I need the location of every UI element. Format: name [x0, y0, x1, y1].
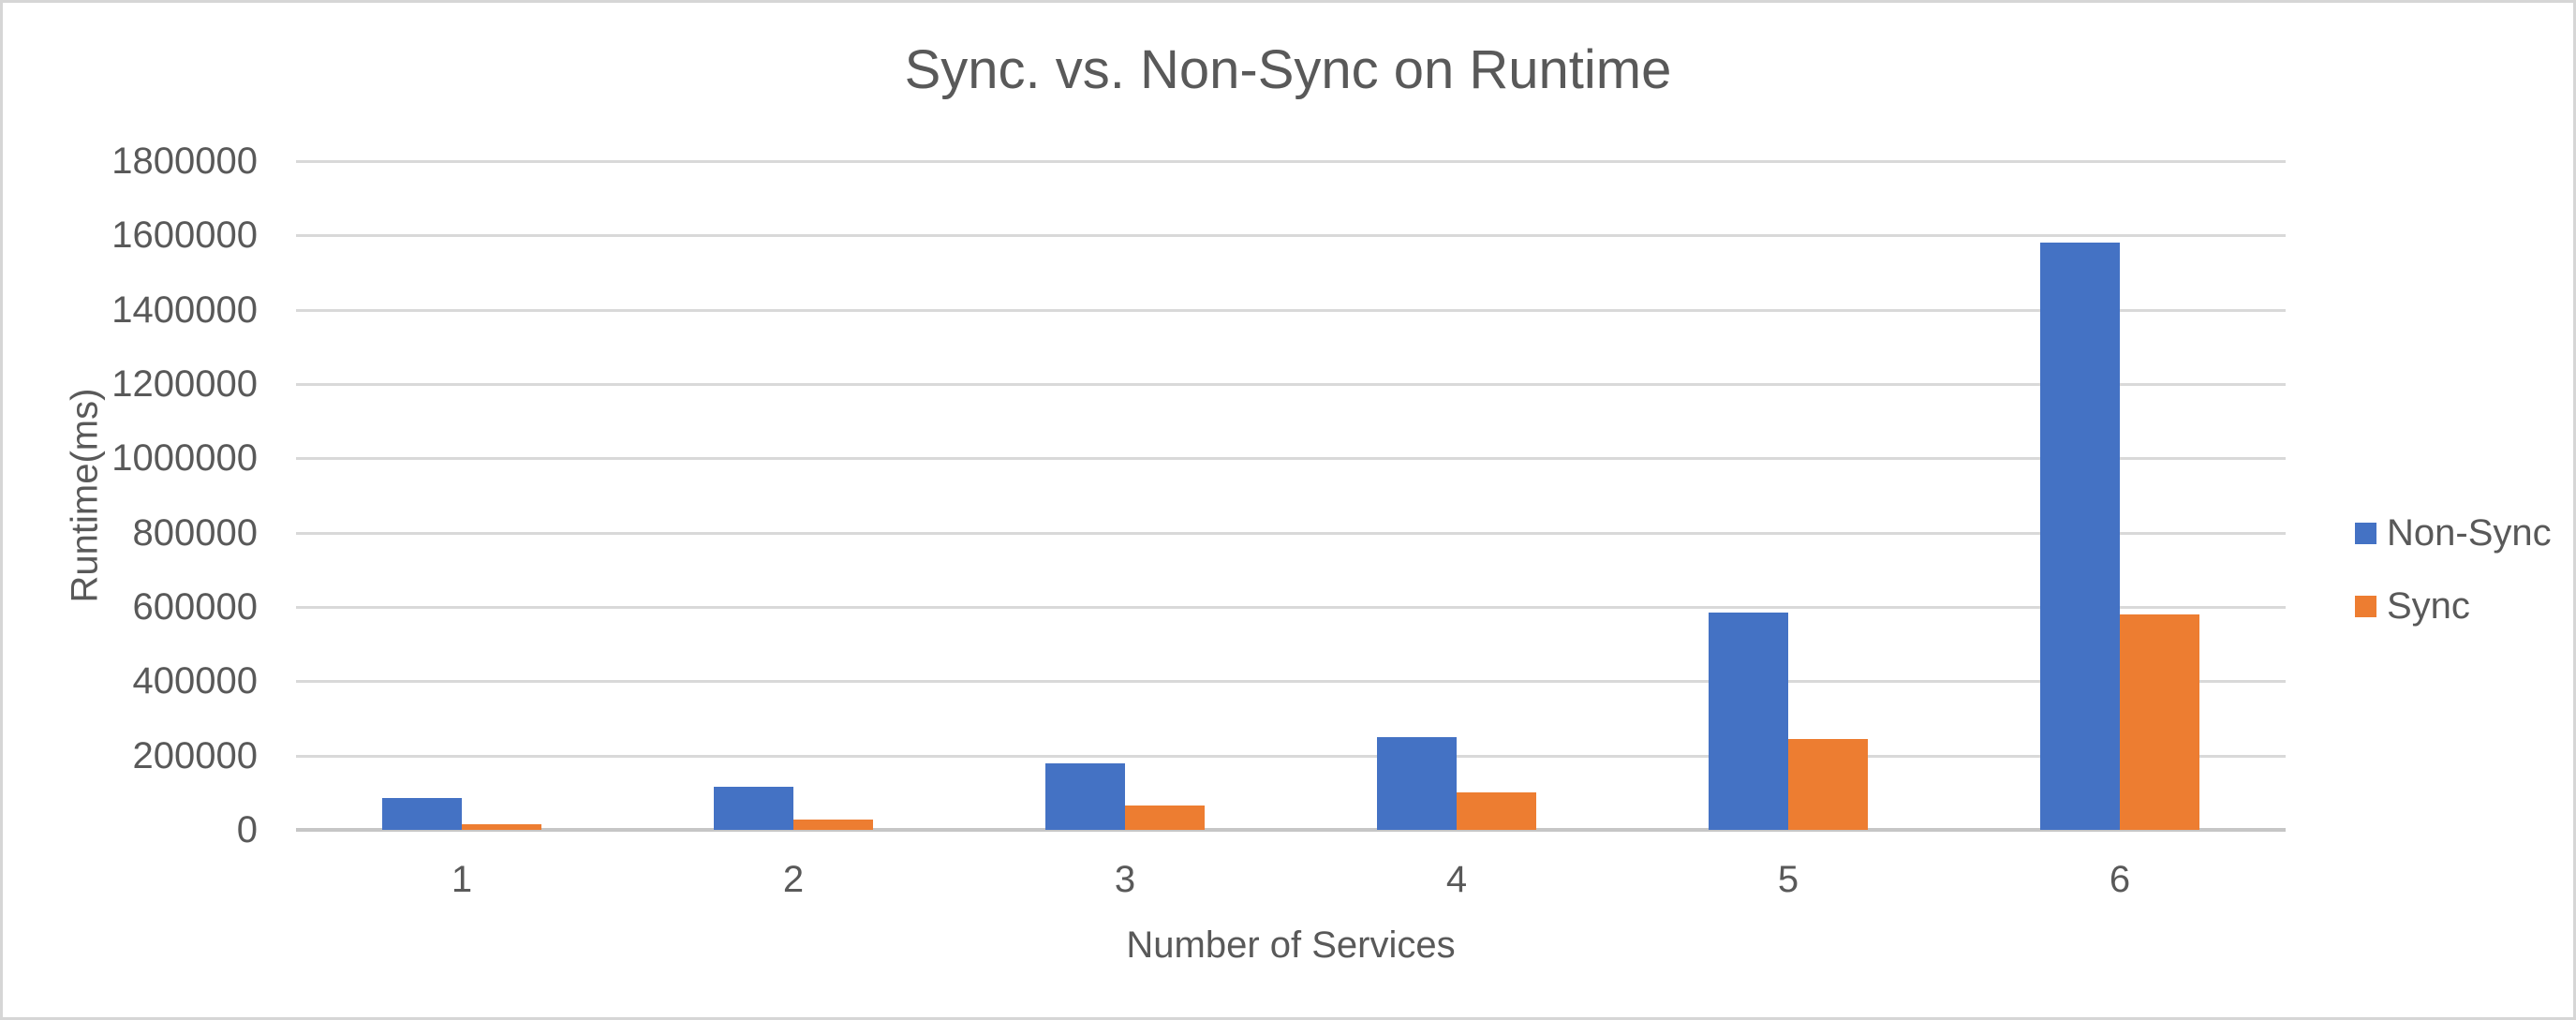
- x-tick-label: 6: [2109, 859, 2131, 900]
- gridline: [296, 160, 2286, 163]
- bar-non-sync-4: [1377, 737, 1457, 830]
- gridline: [296, 457, 2286, 461]
- y-tick-label: 0: [236, 809, 258, 850]
- legend-swatch-non-sync: [2355, 522, 2376, 544]
- y-tick-label: 400000: [132, 660, 258, 702]
- y-tick-label: 1400000: [111, 288, 258, 331]
- y-tick-label: 1200000: [111, 363, 258, 405]
- bar-non-sync-3: [1045, 763, 1125, 830]
- x-axis-title: Number of Services: [1126, 924, 1456, 966]
- bar-non-sync-2: [714, 787, 793, 830]
- bar-sync-4: [1457, 792, 1536, 830]
- y-tick-label: 1000000: [111, 437, 258, 480]
- x-tick-label: 4: [1445, 859, 1468, 900]
- legend-swatch-sync: [2355, 595, 2376, 617]
- bar-sync-3: [1125, 806, 1205, 830]
- x-axis-line: [296, 828, 2286, 832]
- gridline: [296, 680, 2286, 684]
- legend-entry-non-sync: Non-Sync: [2355, 511, 2552, 554]
- bar-sync-6: [2120, 614, 2199, 830]
- gridline: [296, 308, 2286, 312]
- x-tick-label: 5: [1777, 859, 1799, 900]
- legend-label: Sync: [2387, 584, 2470, 627]
- y-tick-label: 200000: [132, 734, 258, 776]
- gridline: [296, 606, 2286, 609]
- gridline: [296, 234, 2286, 238]
- y-tick-label: 800000: [132, 511, 258, 554]
- gridline: [296, 383, 2286, 386]
- legend-entry-sync: Sync: [2355, 584, 2552, 628]
- legend-label: Non-Sync: [2387, 511, 2552, 554]
- y-axis-title: Runtime(ms): [64, 388, 106, 603]
- x-tick-label: 1: [451, 859, 473, 900]
- legend: Non-Sync Sync: [2355, 511, 2552, 658]
- gridline: [296, 754, 2286, 758]
- bar-non-sync-1: [382, 798, 462, 830]
- y-tick-label: 1600000: [111, 214, 258, 257]
- bar-sync-1: [462, 824, 541, 830]
- bar-non-sync-5: [1709, 613, 1788, 830]
- plot-area: [296, 160, 2286, 832]
- gridline: [296, 531, 2286, 535]
- y-tick-label: 1800000: [111, 140, 258, 182]
- bar-sync-2: [793, 820, 873, 830]
- x-tick-label: 3: [1114, 859, 1136, 900]
- bar-sync-5: [1788, 739, 1868, 830]
- y-tick-label: 600000: [132, 586, 258, 628]
- x-tick-label: 2: [782, 859, 805, 900]
- chart-title: Sync. vs. Non-Sync on Runtime: [904, 39, 1672, 100]
- bar-non-sync-6: [2040, 243, 2120, 830]
